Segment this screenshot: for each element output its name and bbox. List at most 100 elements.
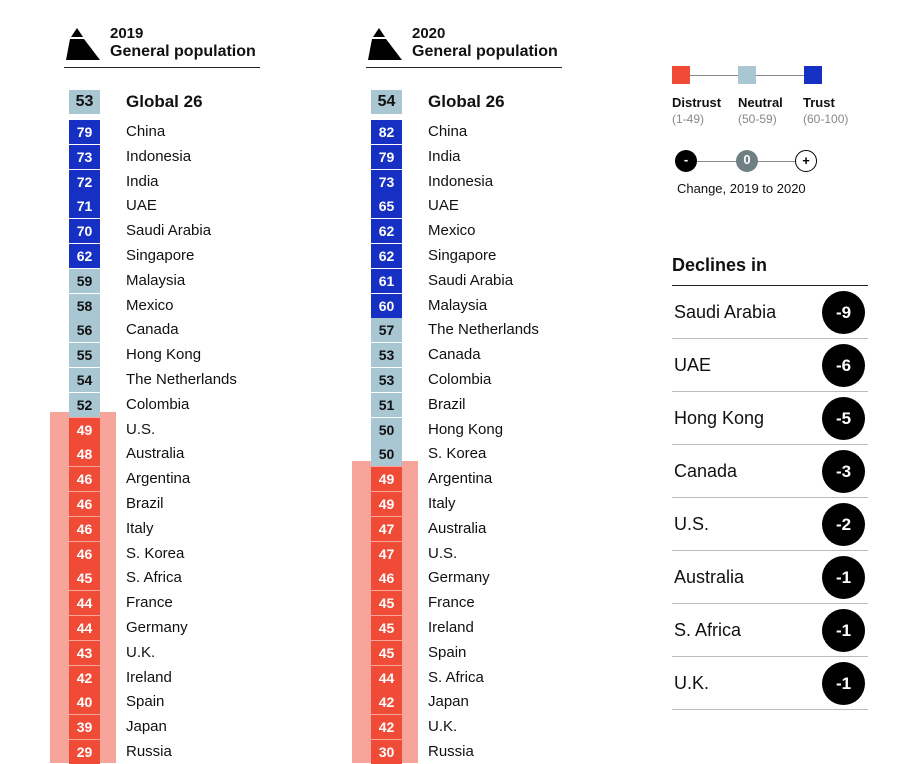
score: 46 (69, 467, 100, 492)
country-name: Indonesia (428, 172, 494, 190)
decline-country: Saudi Arabia (674, 302, 777, 322)
score: 43 (69, 640, 100, 665)
decline-badge: -1 (822, 556, 865, 599)
trust-swatch (804, 66, 822, 84)
country-row: 46 Argentina (64, 467, 264, 492)
score: 50 (371, 417, 402, 442)
score: 46 (69, 492, 100, 516)
panel-subtitle: General population (110, 43, 256, 60)
score: 29 (69, 740, 100, 764)
country-row: 49 Argentina (366, 467, 566, 492)
country-row: 46 Italy (64, 516, 264, 541)
decline-row: U.K. -1 (672, 657, 868, 710)
country-name: Mexico (126, 296, 174, 314)
global-row-2020: 54 Global 26 (366, 90, 566, 114)
country-name: Japan (428, 693, 469, 711)
country-name: Global 26 (126, 92, 203, 111)
score: 53 (371, 343, 402, 368)
score: 72 (69, 169, 100, 194)
country-row: 45 Ireland (366, 616, 566, 640)
country-row: 62 Singapore (64, 244, 264, 268)
trust-range: (60-100) (803, 112, 849, 126)
score: 51 (371, 392, 402, 417)
country-name: U.K. (428, 718, 458, 736)
score: 45 (371, 616, 402, 640)
country-row: 43 U.K. (64, 640, 264, 665)
country-row: 45 Spain (366, 640, 566, 665)
country-row: 42 Japan (366, 690, 566, 715)
country-row: 79 India (366, 144, 566, 169)
country-row: 49 Italy (366, 492, 566, 516)
score: 56 (69, 318, 100, 343)
country-row: 40 Spain (64, 690, 264, 715)
country-row: 53 Canada (366, 343, 566, 368)
country-row: 50 Hong Kong (366, 417, 566, 442)
score: 82 (371, 120, 402, 144)
country-row: 54 The Netherlands (64, 368, 264, 392)
distrust-label: Distrust (672, 95, 722, 110)
score: 42 (371, 690, 402, 715)
country-name: Germany (126, 619, 188, 636)
score: 47 (371, 541, 402, 566)
decline-badge: -1 (822, 662, 865, 705)
country-row: 65 UAE (366, 194, 566, 219)
score: 57 (371, 318, 402, 343)
country-name: S. Korea (126, 544, 185, 562)
pyramid-icon (368, 28, 402, 60)
country-name: Canada (428, 346, 481, 364)
country-name: Russia (428, 743, 474, 760)
decline-row: S. Africa -1 (672, 604, 868, 657)
decline-row: Hong Kong -5 (672, 392, 868, 445)
score: 65 (371, 194, 402, 219)
distrust-range: (1-49) (672, 112, 705, 126)
country-name: Indonesia (126, 147, 192, 165)
score: 44 (69, 616, 100, 640)
decline-row: Australia -1 (672, 551, 868, 604)
country-row: 55 Hong Kong (64, 343, 264, 368)
score: 47 (371, 516, 402, 541)
country-name: Colombia (428, 371, 492, 388)
country-name: Brazil (126, 495, 164, 512)
decline-badge: -3 (822, 450, 865, 493)
decline-row: UAE -6 (672, 339, 868, 392)
country-name: France (428, 594, 475, 612)
country-row: 73 Indonesia (366, 169, 566, 194)
country-name: S. Korea (428, 445, 487, 463)
score: 73 (371, 169, 402, 194)
global-row-2019: 53 Global 26 (64, 90, 264, 114)
country-row: 45 France (366, 591, 566, 616)
country-name: India (428, 147, 461, 165)
panel-year: 2019 (110, 25, 144, 42)
panel-subtitle: General population (412, 43, 558, 60)
decline-badge: -2 (822, 503, 865, 546)
score: 52 (69, 392, 100, 417)
legend-line (690, 75, 738, 76)
panel-year: 2020 (412, 25, 446, 42)
country-name: Colombia (126, 395, 190, 413)
country-name: Japan (126, 718, 167, 736)
decline-country: U.S. (674, 514, 710, 534)
plus-icon: + (795, 150, 817, 172)
country-row: 48 Australia (64, 442, 264, 467)
decline-country: Australia (674, 567, 745, 587)
country-row: 42 U.K. (366, 715, 566, 740)
country-name: Italy (428, 495, 456, 512)
zero-icon: 0 (736, 150, 758, 172)
score: 54 (371, 90, 402, 114)
country-name: Argentina (428, 470, 493, 488)
country-name: S. Africa (428, 668, 484, 686)
decline-country: Hong Kong (674, 408, 765, 428)
score: 39 (69, 715, 100, 740)
distrust-swatch (672, 66, 690, 84)
change-caption: Change, 2019 to 2020 (677, 181, 806, 196)
country-row: 44 Germany (64, 616, 264, 640)
country-row: 71 UAE (64, 194, 264, 219)
score: 62 (371, 219, 402, 244)
score: 79 (371, 144, 402, 169)
score: 44 (371, 665, 402, 690)
minus-icon: - (675, 150, 697, 172)
country-row: 29 Russia (64, 740, 264, 764)
country-row: 60 Malaysia (366, 293, 566, 318)
country-row: 46 Brazil (64, 492, 264, 516)
score: 49 (371, 492, 402, 516)
